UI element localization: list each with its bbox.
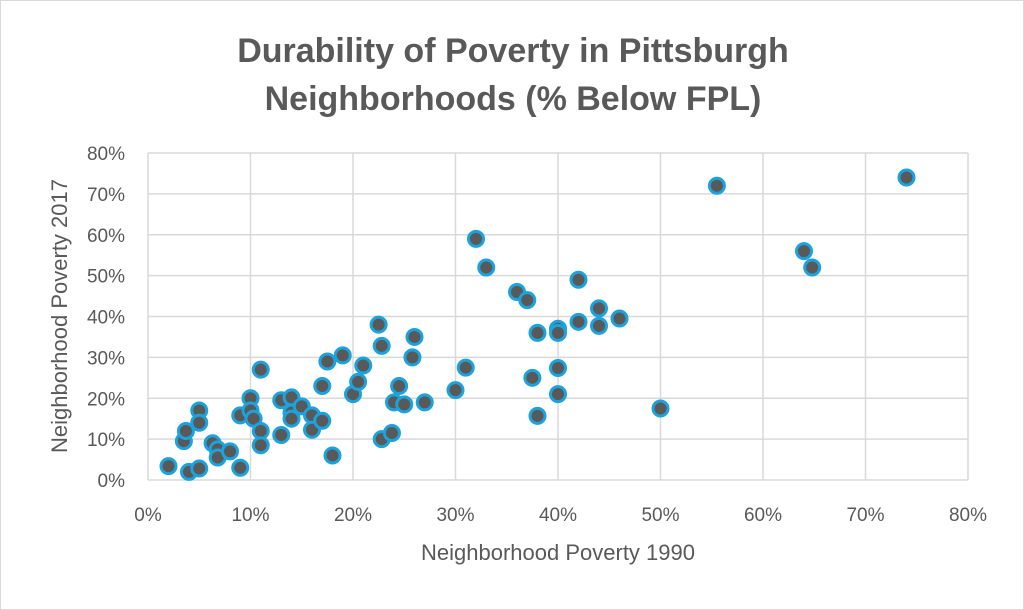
data-point [231, 458, 250, 477]
data-point [282, 409, 301, 428]
data-point [251, 436, 270, 455]
data-point [403, 348, 422, 367]
data-point [569, 312, 588, 331]
data-point [549, 359, 567, 378]
data-point [446, 381, 465, 400]
y-tick-label: 80% [87, 144, 125, 165]
data-point [382, 423, 401, 442]
data-point [372, 336, 391, 355]
data-point [190, 413, 209, 432]
y-tick-label: 70% [87, 185, 125, 206]
data-point [251, 421, 270, 440]
data-point [569, 270, 588, 289]
data-point [415, 393, 434, 412]
chart-title: Durability of Poverty in Pittsburgh Neig… [1, 27, 1024, 123]
y-tick-label: 40% [87, 308, 125, 329]
y-tick-label: 0% [98, 471, 126, 492]
data-point [272, 426, 291, 445]
data-point [318, 352, 337, 371]
x-tick-label: 10% [231, 505, 269, 526]
data-point [395, 395, 414, 414]
data-point [456, 358, 475, 377]
x-tick-label: 70% [846, 505, 884, 526]
data-point [190, 459, 209, 478]
data-point [369, 315, 388, 334]
data-point [405, 327, 424, 346]
gridlines [147, 152, 969, 481]
x-tick-label: 30% [436, 505, 474, 526]
data-point [477, 258, 496, 277]
data-point [528, 323, 547, 342]
data-point [354, 356, 373, 375]
data-point [590, 316, 608, 335]
data-point [313, 411, 332, 430]
data-point [390, 376, 409, 395]
data-point [159, 457, 178, 476]
data-point [795, 242, 813, 261]
data-point [251, 360, 270, 379]
data-point [707, 176, 726, 195]
data-point [590, 299, 608, 318]
data-point [467, 229, 485, 248]
y-tick-label: 20% [87, 389, 125, 410]
y-tick-label: 10% [87, 430, 125, 451]
x-axis-label: Neighborhood Poverty 1990 [421, 540, 695, 565]
x-tick-label: 0% [134, 505, 162, 526]
data-point [549, 385, 567, 404]
data-point [803, 258, 822, 277]
data-point [897, 168, 916, 187]
data-point [333, 346, 352, 365]
data-point [313, 376, 332, 395]
chart-title-line-2: Neighborhoods (% Below FPL) [264, 80, 762, 118]
data-point [523, 368, 542, 387]
y-tick-label: 60% [87, 226, 125, 247]
data-point [651, 399, 670, 418]
data-point [176, 421, 195, 440]
x-tick-label: 50% [641, 505, 679, 526]
data-point [349, 372, 368, 391]
y-tick-label: 50% [87, 267, 125, 288]
data-point [610, 309, 629, 328]
data-point [323, 446, 342, 465]
data-points [159, 168, 916, 481]
chart-title-line-1: Durability of Poverty in Pittsburgh [237, 32, 789, 70]
y-tick-label: 30% [87, 348, 125, 369]
x-tick-label: 20% [334, 505, 372, 526]
x-tick-label: 60% [744, 505, 782, 526]
y-axis-label: Neighborhood Poverty 2017 [47, 179, 72, 453]
data-point [518, 291, 537, 310]
x-tick-label: 40% [539, 505, 577, 526]
data-point [549, 323, 567, 342]
data-point [221, 442, 239, 461]
x-tick-label: 80% [949, 505, 987, 526]
tick-labels: 0% 10% 20% 30% 40% 50% 60% 70% 80% 0% 10% 20% 30% 40%… [87, 144, 987, 526]
data-point [528, 406, 547, 425]
